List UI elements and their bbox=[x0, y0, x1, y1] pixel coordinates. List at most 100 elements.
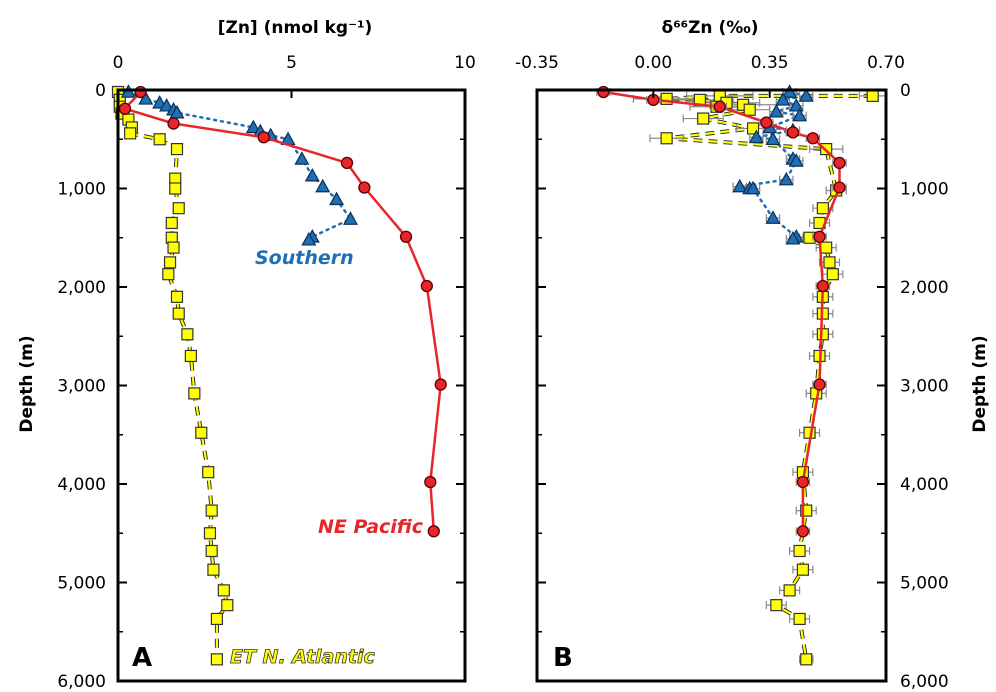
panel-a-et-n-atlantic-point bbox=[162, 268, 175, 281]
panel-b-southern-point bbox=[788, 153, 804, 167]
panel-a-et-n-atlantic-point bbox=[172, 202, 185, 215]
panel-b-et-n-atlantic-point bbox=[746, 122, 760, 135]
panel-b-et-n-atlantic-point bbox=[866, 89, 879, 103]
panel-a-ne-pacific-line bbox=[122, 90, 442, 533]
panel-b-et-n-atlantic-point bbox=[743, 103, 756, 116]
panel-a-x-tick-label: 10 bbox=[454, 53, 476, 73]
panel-a-et-n-atlantic-point bbox=[153, 133, 166, 146]
panel-b-y-tick-label: 4,000 bbox=[900, 475, 949, 495]
panel-a-y-axis-title: Depth (m) bbox=[17, 335, 37, 432]
panel-b-ne-pacific-point bbox=[813, 230, 826, 243]
panel-a-y-tick-label: 1,000 bbox=[57, 180, 106, 200]
panel-a-southern-point bbox=[329, 191, 345, 206]
panel-b-southern-point bbox=[745, 180, 761, 195]
panel-b-ne-pacific-point bbox=[786, 126, 800, 139]
panel-a: 0 5 10 0 1,000 2,000 3,000 4,000 5,000 6,000 [Zn]… bbox=[17, 18, 476, 692]
panel-b-y-tick-label: 2,000 bbox=[900, 278, 949, 298]
panel-b-et-n-atlantic-point bbox=[660, 132, 673, 145]
panel-a-ne-pacific-point bbox=[167, 117, 180, 130]
panel-a-y-tick-label: 2,000 bbox=[57, 278, 106, 298]
panel-b-et-n-atlantic-point bbox=[800, 504, 813, 517]
panel-b-et-n-atlantic-point bbox=[816, 328, 829, 341]
panel-a-et-n-atlantic-point bbox=[124, 127, 137, 140]
panel-a-ne-pacific-point bbox=[399, 230, 413, 243]
panel-b-ticks: -0.35 0.00 0.35 0.70 0 1,000 2,000 3,000 4,000 5,… bbox=[515, 53, 949, 692]
panel-a-et-n-atlantic-series bbox=[111, 85, 234, 666]
panel-b-southern-point bbox=[765, 210, 781, 224]
panel-b-ne-pacific-point bbox=[796, 475, 810, 489]
panel-a-x-tick-label: 0 bbox=[113, 53, 124, 73]
panel-a-et-n-atlantic-point bbox=[205, 504, 218, 517]
panel-b-et-n-atlantic-point bbox=[826, 268, 839, 281]
panel-b-southern-point bbox=[792, 107, 808, 122]
panel-b-et-n-atlantic-line-outline bbox=[666, 93, 873, 660]
panel-a-et-n-atlantic-point bbox=[217, 584, 230, 597]
panel-a-ne-pacific-point bbox=[434, 378, 447, 391]
panel-b-et-n-atlantic-point bbox=[800, 653, 813, 666]
panel-b-et-n-atlantic-line bbox=[666, 94, 873, 660]
panel-a-et-n-atlantic-point bbox=[210, 612, 223, 626]
panel-a-et-n-atlantic-point bbox=[207, 563, 220, 576]
panel-b-ne-pacific-point bbox=[713, 100, 726, 113]
panel-b-x-tick-label: -0.35 bbox=[515, 53, 559, 73]
panel-b-x-tick-label: 0.00 bbox=[634, 53, 672, 73]
panel-a-southern-series bbox=[120, 84, 359, 246]
panel-b-series-layer bbox=[596, 84, 887, 666]
panel-a-et-n-atlantic-point bbox=[172, 307, 185, 320]
panel-b-et-n-atlantic-point bbox=[823, 256, 836, 269]
panel-a-y-tick-label: 3,000 bbox=[57, 377, 106, 397]
panel-b-ne-pacific-point bbox=[833, 156, 846, 170]
panel-a-southern-point bbox=[138, 91, 154, 105]
panel-a-et-n-atlantic-point bbox=[169, 182, 182, 195]
panel-a-et-n-atlantic-point bbox=[203, 527, 217, 540]
panel-b-ne-pacific-point bbox=[833, 181, 846, 194]
panel-b-ne-pacific-point bbox=[806, 132, 820, 145]
panel-a-y-tick-label: 6,000 bbox=[57, 672, 106, 692]
panel-b-ne-pacific-point bbox=[760, 116, 773, 129]
panel-b-et-n-atlantic-point bbox=[816, 202, 829, 215]
panel-b-et-n-atlantic-point bbox=[783, 584, 796, 597]
panel-a-et-n-atlantic-point bbox=[167, 241, 180, 254]
panel-a-et-n-atlantic-point bbox=[170, 143, 184, 156]
panel-b-ne-pacific-point bbox=[816, 279, 829, 293]
panel-b-y-tick-label: 0 bbox=[900, 81, 911, 101]
panel-b-southern-point bbox=[775, 92, 791, 106]
panel-a-ne-pacific-point bbox=[424, 475, 437, 489]
panel-b-y-tick-label: 1,000 bbox=[900, 180, 949, 200]
panel-a-ne-pacific-point bbox=[420, 279, 433, 293]
panel-b-southern-point bbox=[768, 103, 784, 118]
panel-a-y-tick-label: 0 bbox=[95, 81, 106, 101]
panel-b-ne-pacific-point bbox=[597, 85, 610, 99]
panel-a-southern-point bbox=[304, 167, 320, 182]
panel-b-southern-point bbox=[765, 131, 781, 146]
panel-a-label-southern: Southern bbox=[255, 247, 354, 269]
panel-a-ticks: 0 5 10 0 1,000 2,000 3,000 4,000 5,000 6,000 bbox=[57, 53, 475, 692]
panel-a-et-n-atlantic-point bbox=[181, 328, 194, 341]
panel-b-x-axis-title: δ⁶⁶Zn (‰) bbox=[662, 18, 759, 38]
panel-b-et-n-atlantic-point bbox=[820, 241, 833, 254]
panel-b-et-n-atlantic-point bbox=[770, 599, 783, 612]
panel-a-x-axis-title: [Zn] (nmol kg⁻¹) bbox=[218, 18, 373, 38]
panel-a-southern-point bbox=[294, 151, 310, 165]
panel-b-x-tick-label: 0.35 bbox=[751, 53, 789, 73]
panel-a-et-n-atlantic-point bbox=[163, 256, 177, 269]
panel-a-ne-pacific-point bbox=[358, 181, 371, 194]
panel-b-et-n-atlantic-point bbox=[793, 544, 806, 558]
panel-b-southern-point bbox=[785, 230, 801, 245]
panel-a-et-n-atlantic-point bbox=[188, 387, 201, 400]
panel-b-ne-pacific-series bbox=[596, 85, 847, 538]
panel-b-et-n-atlantic-point bbox=[660, 92, 673, 105]
panel-b: -0.35 0.00 0.35 0.70 0 1,000 2,000 3,000 4,000 5,… bbox=[515, 18, 990, 692]
panel-a-et-n-atlantic-point bbox=[195, 426, 208, 439]
panel-a-ne-pacific-point bbox=[134, 85, 147, 99]
panel-a-series-layer bbox=[111, 84, 447, 666]
panel-a-y-tick-label: 5,000 bbox=[57, 574, 106, 594]
panel-b-southern-point bbox=[748, 129, 764, 144]
panel-b-y-tick-label: 3,000 bbox=[900, 377, 949, 397]
panel-b-et-n-atlantic-point bbox=[697, 112, 710, 125]
panel-a-et-n-atlantic-point bbox=[165, 216, 178, 230]
panel-a-y-tick-label: 4,000 bbox=[57, 475, 106, 495]
panel-b-et-n-atlantic-point bbox=[793, 612, 806, 626]
panel-b-southern-point bbox=[732, 178, 748, 193]
panel-a-southern-point bbox=[159, 98, 175, 112]
